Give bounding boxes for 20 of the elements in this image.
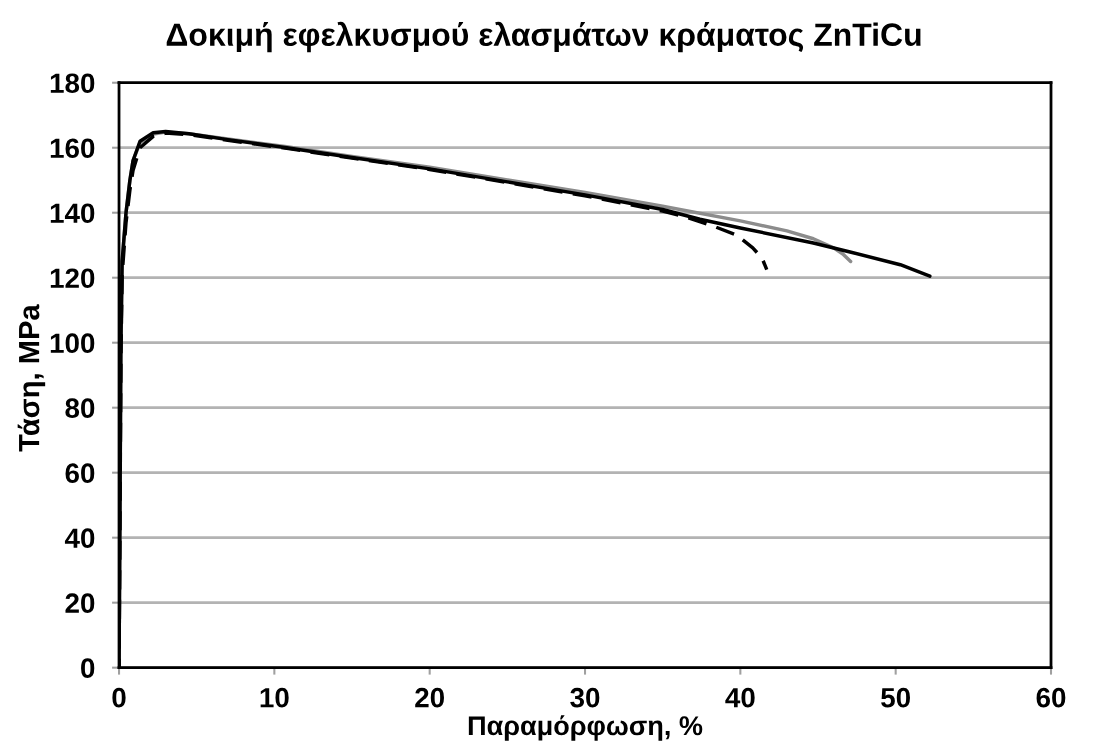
x-tick-label: 10 [260,687,289,708]
y-tick-label: 20 [65,593,95,614]
x-tick-label: 60 [1036,687,1066,708]
x-tick-label: 30 [570,687,600,708]
x-tick-label: 50 [881,687,910,708]
y-tick-label: 160 [50,138,95,159]
y-tick-label: 0 [81,658,95,678]
x-tick-label: 40 [725,687,755,708]
y-tick-label: 140 [50,203,95,224]
x-tick-label: 0 [112,687,126,708]
y-tick-label: 120 [50,268,95,289]
y-axis-title: Τάση, MPa [17,304,46,452]
x-tick-label: 20 [415,687,444,708]
y-tick-label: 40 [64,528,95,549]
y-tick-label: 100 [50,333,95,354]
chart-title: Δοκιμή εφελκυσμού ελασμάτων κράματος ZnTiCu [166,21,921,53]
y-tick-label: 80 [65,398,95,419]
y-tick-label: 60 [65,463,95,484]
x-axis-title: Παραμόρφωση, % [468,715,703,741]
y-tick-label: 180 [50,73,95,94]
